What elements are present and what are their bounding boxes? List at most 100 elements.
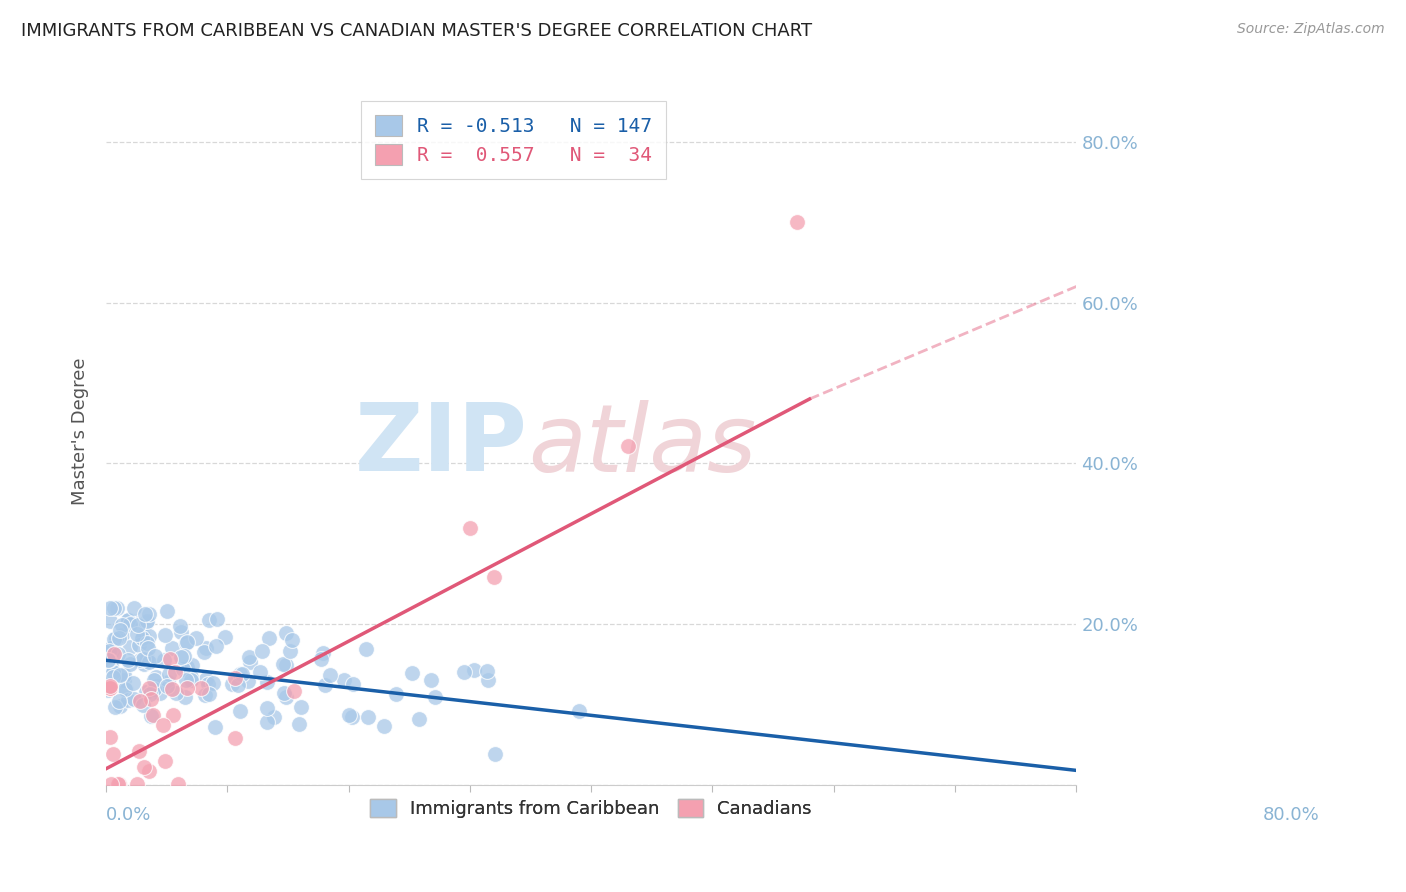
Point [271,657,294,671]
Point [229,704,252,718]
Point [122,675,145,690]
Point [229,667,252,681]
Point [453,665,475,679]
Point [127,777,149,791]
Point [145,670,167,684]
Point [138,681,160,696]
Point [122,691,145,706]
Point [197,677,219,691]
Point [174,636,197,650]
Point [193,645,215,659]
Point [214,630,236,644]
Point [101,747,124,762]
Point [103,665,125,679]
Point [138,629,160,643]
Point [256,714,278,729]
Point [477,665,499,679]
Point [156,604,179,618]
Point [132,657,155,672]
Point [157,666,180,681]
Point [786,215,808,229]
Point [169,619,191,633]
Point [204,720,226,734]
Text: 80.0%: 80.0% [1263,806,1319,824]
Point [135,636,157,650]
Point [190,681,212,696]
Point [131,631,153,645]
Point [100,658,122,673]
Point [132,652,155,666]
Point [249,665,271,680]
Point [201,675,224,690]
Point [342,677,364,691]
Point [115,682,138,697]
Point [118,617,141,632]
Point [112,673,135,687]
Point [139,691,162,706]
Point [276,657,298,672]
Point [117,613,139,627]
Point [117,653,139,667]
Point [224,671,246,685]
Point [139,709,162,723]
Point [153,628,176,642]
Point [239,655,262,669]
Point [111,628,134,642]
Point [100,640,122,655]
Point [176,681,198,696]
Point [98,653,121,667]
Point [138,656,160,670]
Point [105,601,128,615]
Point [231,667,253,681]
Point [120,640,142,654]
Point [463,663,485,677]
Point [162,640,184,655]
Point [97,683,120,698]
Point [103,647,125,661]
Point [153,754,176,768]
Point [143,673,166,687]
Point [181,657,204,672]
Point [107,693,129,707]
Point [105,631,128,645]
Point [256,701,278,715]
Point [100,777,122,791]
Point [276,690,298,704]
Point [97,644,120,658]
Point [458,521,481,535]
Point [127,626,149,640]
Point [176,660,198,674]
Point [134,607,156,622]
Point [340,710,363,724]
Point [103,632,125,646]
Point [131,698,153,712]
Text: IMMIGRANTS FROM CARIBBEAN VS CANADIAN MASTER'S DEGREE CORRELATION CHART: IMMIGRANTS FROM CARIBBEAN VS CANADIAN MA… [21,22,813,40]
Point [138,764,160,778]
Point [339,708,361,723]
Point [97,653,120,667]
Point [197,687,219,701]
Point [173,648,195,663]
Text: ZIP: ZIP [356,400,529,491]
Point [117,613,139,627]
Point [257,632,280,646]
Point [163,665,186,679]
Point [384,687,406,701]
Point [250,644,273,658]
Point [108,623,131,637]
Point [263,709,285,723]
Point [146,679,169,693]
Point [111,618,134,632]
Point [104,700,127,714]
Point [174,673,197,687]
Point [101,670,124,684]
Point [139,687,162,701]
Point [159,652,181,666]
Point [482,570,505,584]
Point [373,719,395,733]
Point [98,614,121,628]
Point [172,662,194,676]
Point [107,777,129,791]
Point [256,675,278,690]
Point [138,607,160,622]
